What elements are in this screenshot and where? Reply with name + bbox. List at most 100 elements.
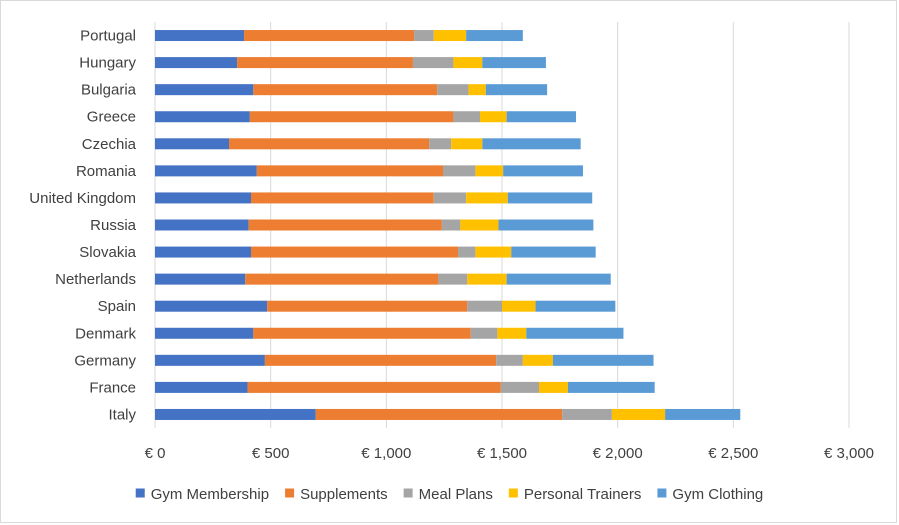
- bar-personal-trainers: [475, 246, 512, 258]
- bar-gym-membership: [155, 273, 246, 285]
- category-label: Germany: [74, 352, 136, 369]
- category-label: Spain: [98, 298, 136, 315]
- bar-gym-clothing: [567, 381, 655, 393]
- bar-meal-plans: [496, 354, 523, 366]
- x-tick-label: € 500: [252, 445, 290, 462]
- bar-gym-membership: [155, 246, 252, 258]
- bar-supplements: [251, 192, 434, 204]
- category-label: Greece: [87, 109, 136, 126]
- bar-meal-plans: [453, 111, 481, 123]
- x-tick-label: € 2,500: [708, 445, 758, 462]
- legend-label: Personal Trainers: [524, 486, 642, 503]
- category-axis: Portugal Hungary Bulgaria Greece Czechia Roma…: [29, 28, 136, 424]
- bar-meal-plans: [414, 30, 434, 42]
- legend-label: Gym Membership: [151, 486, 269, 503]
- bar-gym-clothing: [482, 57, 546, 69]
- bar-gym-membership: [155, 354, 265, 366]
- category-label: Netherlands: [55, 271, 136, 288]
- legend-label: Gym Clothing: [672, 486, 763, 503]
- legend-swatch-personal-trainers: [508, 488, 518, 498]
- bar-gym-clothing: [498, 219, 594, 231]
- bar-personal-trainers: [539, 381, 568, 393]
- bar-gym-clothing: [535, 300, 616, 312]
- legend-swatch-gym-clothing: [657, 488, 667, 498]
- bar-supplements: [253, 84, 438, 96]
- bar-personal-trainers: [433, 30, 467, 42]
- x-tick-label: € 1,500: [477, 445, 527, 462]
- bar-personal-trainers: [502, 300, 536, 312]
- category-label: Italy: [108, 406, 136, 423]
- bar-gym-membership: [155, 30, 245, 42]
- category-label: France: [89, 379, 136, 396]
- bar-gym-membership: [155, 165, 257, 177]
- bar-meal-plans: [441, 219, 461, 231]
- category-label: Bulgaria: [81, 82, 137, 99]
- bar-meal-plans: [562, 408, 612, 420]
- bar-meal-plans: [412, 57, 454, 69]
- bar-meal-plans: [467, 300, 502, 312]
- bar-supplements: [267, 300, 468, 312]
- bar-supplements: [249, 111, 454, 123]
- bar-personal-trainers: [467, 273, 507, 285]
- bar-supplements: [264, 354, 497, 366]
- bar-meal-plans: [443, 165, 476, 177]
- bar-meal-plans: [458, 246, 476, 258]
- bar-gym-clothing: [503, 165, 583, 177]
- bar-personal-trainers: [468, 84, 486, 96]
- bar-personal-trainers: [611, 408, 666, 420]
- bar-personal-trainers: [451, 138, 483, 150]
- bar-gym-clothing: [511, 246, 596, 258]
- bar-supplements: [251, 246, 459, 258]
- legend-label: Supplements: [300, 486, 388, 503]
- category-label: United Kingdom: [29, 190, 136, 207]
- bar-gym-clothing: [485, 84, 548, 96]
- value-axis: € 0 € 500 € 1,000 € 1,500 € 2,000 € 2,500 € 3,…: [145, 445, 874, 462]
- legend-label: Meal Plans: [419, 486, 493, 503]
- bar-supplements: [247, 381, 501, 393]
- bar-supplements: [256, 165, 444, 177]
- bars: [155, 30, 741, 420]
- bar-personal-trainers: [480, 111, 507, 123]
- bar-supplements: [244, 30, 415, 42]
- bar-gym-membership: [155, 138, 230, 150]
- bar-gym-clothing: [482, 138, 581, 150]
- category-label: Czechia: [82, 136, 137, 153]
- legend-swatch-gym-membership: [135, 488, 145, 498]
- bar-gym-membership: [155, 57, 238, 69]
- category-label: Portugal: [80, 28, 136, 45]
- bar-supplements: [229, 138, 430, 150]
- category-label: Russia: [90, 217, 137, 234]
- bar-gym-membership: [155, 192, 252, 204]
- bar-personal-trainers: [522, 354, 553, 366]
- category-label: Romania: [76, 163, 137, 180]
- bar-gym-membership: [155, 111, 250, 123]
- legend-swatch-supplements: [285, 488, 295, 498]
- bar-supplements: [315, 408, 563, 420]
- legend: Gym Membership Supplements Meal Plans Perso…: [135, 486, 763, 503]
- x-tick-label: € 2,000: [593, 445, 643, 462]
- bar-gym-clothing: [526, 327, 624, 339]
- bar-personal-trainers: [453, 57, 483, 69]
- bar-gym-clothing: [466, 30, 523, 42]
- bar-meal-plans: [500, 381, 540, 393]
- bar-gym-membership: [155, 300, 268, 312]
- x-tick-label: € 3,000: [824, 445, 874, 462]
- bar-personal-trainers: [460, 219, 499, 231]
- bar-meal-plans: [437, 84, 469, 96]
- bar-gym-clothing: [552, 354, 654, 366]
- legend-swatch-meal-plans: [403, 488, 413, 498]
- category-label: Hungary: [79, 55, 136, 72]
- bar-gym-membership: [155, 408, 316, 420]
- bar-supplements: [248, 219, 442, 231]
- bar-gym-membership: [155, 327, 254, 339]
- bar-gym-membership: [155, 219, 249, 231]
- bar-gym-clothing: [506, 111, 577, 123]
- bar-meal-plans: [470, 327, 498, 339]
- bar-supplements: [237, 57, 413, 69]
- bar-gym-membership: [155, 381, 248, 393]
- bar-personal-trainers: [497, 327, 527, 339]
- x-tick-label: € 1,000: [361, 445, 411, 462]
- bar-meal-plans: [438, 273, 468, 285]
- category-label: Slovakia: [79, 244, 136, 261]
